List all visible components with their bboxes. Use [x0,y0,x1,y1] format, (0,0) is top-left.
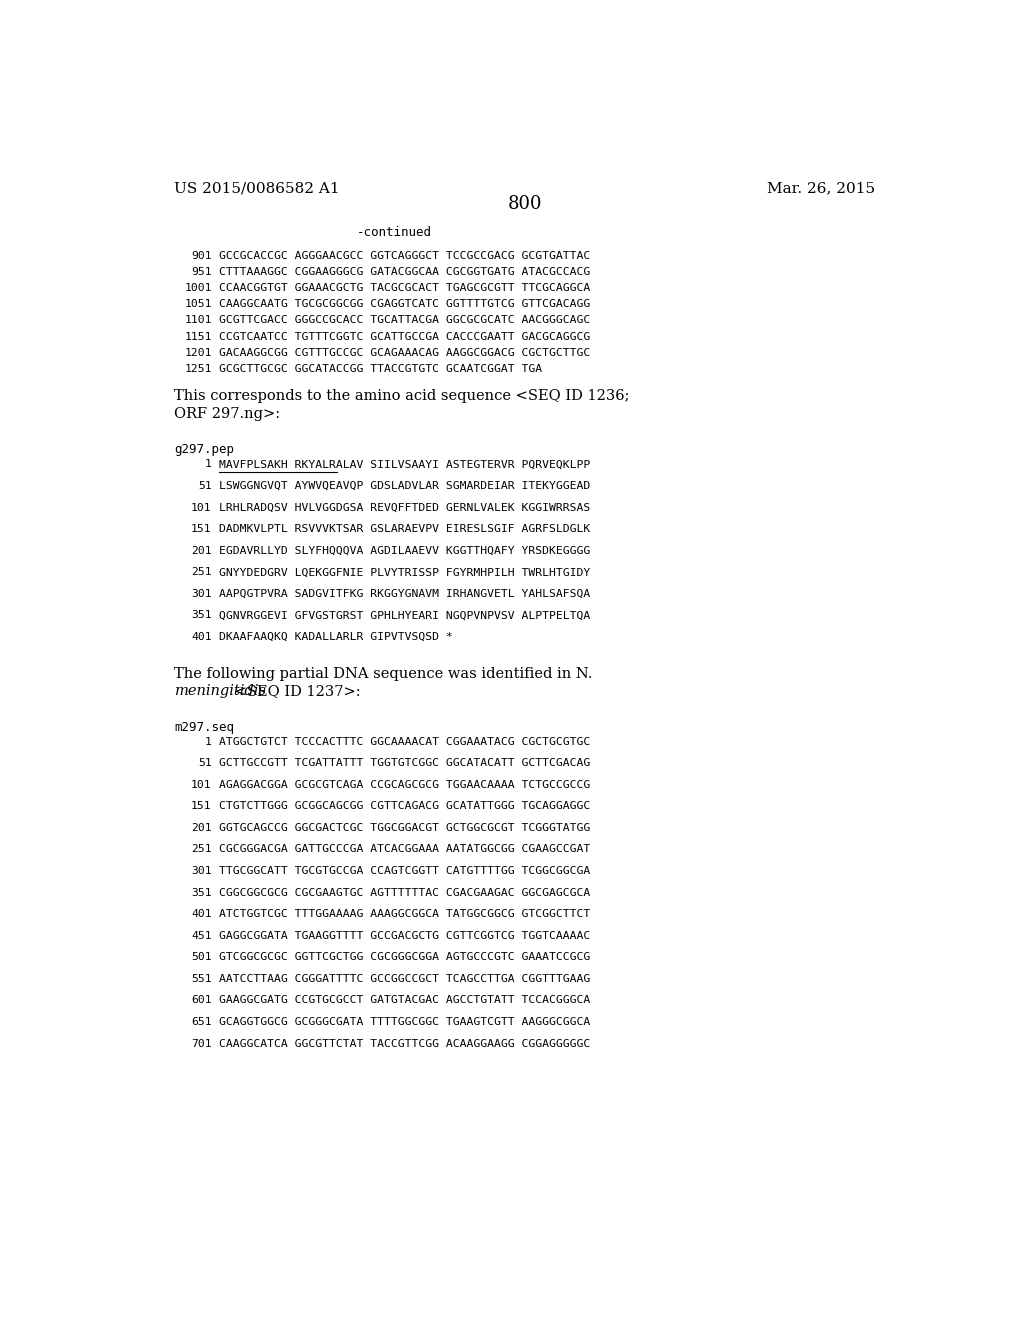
Text: 951: 951 [191,267,212,277]
Text: LRHLRADQSV HVLVGGDGSA REVQFFTDED GERNLVALEK KGGIWRRSAS: LRHLRADQSV HVLVGGDGSA REVQFFTDED GERNLVA… [219,503,591,512]
Text: GTCGGCGCGC GGTTCGCTGG CGCGGGCGGA AGTGCCCGTC GAAATCCGCG: GTCGGCGCGC GGTTCGCTGG CGCGGGCGGA AGTGCCC… [219,952,591,962]
Text: ORF 297.ng>:: ORF 297.ng>: [174,407,281,421]
Text: CAAGGCATCA GGCGTTCTAT TACCGTTCGG ACAAGGAAGG CGGAGGGGGC: CAAGGCATCA GGCGTTCTAT TACCGTTCGG ACAAGGA… [219,1039,591,1048]
Text: -continued: -continued [356,226,432,239]
Text: US 2015/0086582 A1: US 2015/0086582 A1 [174,182,340,195]
Text: ATGGCTGTCT TCCCACTTTC GGCAAAACAT CGGAAATACG CGCTGCGTGC: ATGGCTGTCT TCCCACTTTC GGCAAAACAT CGGAAAT… [219,737,591,747]
Text: AAPQGTPVRA SADGVITFKG RKGGYGNAVM IRHANGVETL YAHLSAFSQA: AAPQGTPVRA SADGVITFKG RKGGYGNAVM IRHANGV… [219,589,591,599]
Text: CGCGGGACGA GATTGCCCGA ATCACGGAAA AATATGGCGG CGAAGCCGAT: CGCGGGACGA GATTGCCCGA ATCACGGAAA AATATGG… [219,845,591,854]
Text: 501: 501 [191,952,212,962]
Text: GGTGCAGCCG GGCGACTCGC TGGCGGACGT GCTGGCGCGT TCGGGTATGG: GGTGCAGCCG GGCGACTCGC TGGCGGACGT GCTGGCG… [219,822,591,833]
Text: GCGTTCGACC GGGCCGCACC TGCATTACGA GGCGCGCATC AACGGGCAGC: GCGTTCGACC GGGCCGCACC TGCATTACGA GGCGCGC… [219,315,591,326]
Text: Mar. 26, 2015: Mar. 26, 2015 [767,182,876,195]
Text: 251: 251 [191,845,212,854]
Text: 201: 201 [191,822,212,833]
Text: 51: 51 [198,758,212,768]
Text: EGDAVRLLYD SLYFHQQQVA AGDILAAEVV KGGTTHQAFY YRSDKEGGGG: EGDAVRLLYD SLYFHQQQVA AGDILAAEVV KGGTTHQ… [219,545,591,556]
Text: LSWGGNGVQT AYWVQEAVQP GDSLADVLAR SGMARDEIAR ITEKYGGEAD: LSWGGNGVQT AYWVQEAVQP GDSLADVLAR SGMARDE… [219,480,591,491]
Text: 201: 201 [191,545,212,556]
Text: DKAAFAAQKQ KADALLARLR GIPVTVSQSD *: DKAAFAAQKQ KADALLARLR GIPVTVSQSD * [219,632,454,642]
Text: m297.seq: m297.seq [174,721,234,734]
Text: GAGGCGGATA TGAAGGTTTT GCCGACGCTG CGTTCGGTCG TGGTCAAAAC: GAGGCGGATA TGAAGGTTTT GCCGACGCTG CGTTCGG… [219,931,591,941]
Text: QGNVRGGEVI GFVGSTGRST GPHLHYEARI NGQPVNPVSV ALPTPELTQA: QGNVRGGEVI GFVGSTGRST GPHLHYEARI NGQPVNP… [219,610,591,620]
Text: 351: 351 [191,610,212,620]
Text: 1001: 1001 [184,284,212,293]
Text: 601: 601 [191,995,212,1006]
Text: 301: 301 [191,866,212,876]
Text: 551: 551 [191,974,212,983]
Text: 701: 701 [191,1039,212,1048]
Text: GNYYDEDGRV LQEKGGFNIE PLVYTRISSP FGYRMHPILH TWRLHTGIDY: GNYYDEDGRV LQEKGGFNIE PLVYTRISSP FGYRMHP… [219,568,591,577]
Text: 401: 401 [191,909,212,919]
Text: 101: 101 [191,780,212,789]
Text: DADMKVLPTL RSVVVKTSAR GSLARAEVPV EIRESLSGIF AGRFSLDGLK: DADMKVLPTL RSVVVKTSAR GSLARAEVPV EIRESLS… [219,524,591,535]
Text: AATCCTTAAG CGGGATTTTC GCCGGCCGCT TCAGCCTTGA CGGTTTGAAG: AATCCTTAAG CGGGATTTTC GCCGGCCGCT TCAGCCT… [219,974,591,983]
Text: 1151: 1151 [184,331,212,342]
Text: CGGCGGCGCG CGCGAAGTGC AGTTTTTTAC CGACGAAGAC GGCGAGCGCA: CGGCGGCGCG CGCGAAGTGC AGTTTTTTAC CGACGAA… [219,887,591,898]
Text: 451: 451 [191,931,212,941]
Text: 800: 800 [508,195,542,214]
Text: ATCTGGTCGC TTTGGAAAAG AAAGGCGGCA TATGGCGGCG GTCGGCTTCT: ATCTGGTCGC TTTGGAAAAG AAAGGCGGCA TATGGCG… [219,909,591,919]
Text: CCAACGGTGT GGAAACGCTG TACGCGCACT TGAGCGCGTT TTCGCAGGCA: CCAACGGTGT GGAAACGCTG TACGCGCACT TGAGCGC… [219,284,591,293]
Text: TTGCGGCATT TGCGTGCCGA CCAGTCGGTT CATGTTTTGG TCGGCGGCGA: TTGCGGCATT TGCGTGCCGA CCAGTCGGTT CATGTTT… [219,866,591,876]
Text: 51: 51 [198,480,212,491]
Text: <SEQ ID 1237>:: <SEQ ID 1237>: [230,684,360,698]
Text: 351: 351 [191,887,212,898]
Text: 1: 1 [205,459,212,470]
Text: 1251: 1251 [184,364,212,374]
Text: AGAGGACGGA GCGCGTCAGA CCGCAGCGCG TGGAACAAAA TCTGCCGCCG: AGAGGACGGA GCGCGTCAGA CCGCAGCGCG TGGAACA… [219,780,591,789]
Text: 401: 401 [191,632,212,642]
Text: GAAGGCGATG CCGTGCGCCT GATGTACGAC AGCCTGTATT TCCACGGGCA: GAAGGCGATG CCGTGCGCCT GATGTACGAC AGCCTGT… [219,995,591,1006]
Text: 1: 1 [205,737,212,747]
Text: 151: 151 [191,801,212,812]
Text: g297.pep: g297.pep [174,444,234,457]
Text: CAAGGCAATG TGCGCGGCGG CGAGGTCATC GGTTTTGTCG GTTCGACAGG: CAAGGCAATG TGCGCGGCGG CGAGGTCATC GGTTTTG… [219,300,591,309]
Text: 151: 151 [191,524,212,535]
Text: CCGTCAATCC TGTTTCGGTC GCATTGCCGA CACCCGAATT GACGCAGGCG: CCGTCAATCC TGTTTCGGTC GCATTGCCGA CACCCGA… [219,331,591,342]
Text: This corresponds to the amino acid sequence <SEQ ID 1236;: This corresponds to the amino acid seque… [174,389,630,404]
Text: 301: 301 [191,589,212,599]
Text: GCTTGCCGTT TCGATTATTT TGGTGTCGGC GGCATACATT GCTTCGACAG: GCTTGCCGTT TCGATTATTT TGGTGTCGGC GGCATAC… [219,758,591,768]
Text: GCAGGTGGCG GCGGGCGATA TTTTGGCGGC TGAAGTCGTT AAGGGCGGCA: GCAGGTGGCG GCGGGCGATA TTTTGGCGGC TGAAGTC… [219,1016,591,1027]
Text: meningitidis: meningitidis [174,684,266,698]
Text: 1201: 1201 [184,348,212,358]
Text: 1101: 1101 [184,315,212,326]
Text: MAVFPLSAKH RKYALRALAV SIILVSAAYI ASTEGTERVR PQRVEQKLPP: MAVFPLSAKH RKYALRALAV SIILVSAAYI ASTEGTE… [219,459,591,470]
Text: GCCGCACCGC AGGGAACGCC GGTCAGGGCT TCCGCCGACG GCGTGATTAC: GCCGCACCGC AGGGAACGCC GGTCAGGGCT TCCGCCG… [219,251,591,261]
Text: 101: 101 [191,503,212,512]
Text: 901: 901 [191,251,212,261]
Text: 1051: 1051 [184,300,212,309]
Text: The following partial DNA sequence was identified in N.: The following partial DNA sequence was i… [174,667,593,681]
Text: GACAAGGCGG CGTTTGCCGC GCAGAAACAG AAGGCGGACG CGCTGCTTGC: GACAAGGCGG CGTTTGCCGC GCAGAAACAG AAGGCGG… [219,348,591,358]
Text: CTTTAAAGGC CGGAAGGGCG GATACGGCAA CGCGGTGATG ATACGCCACG: CTTTAAAGGC CGGAAGGGCG GATACGGCAA CGCGGTG… [219,267,591,277]
Text: 651: 651 [191,1016,212,1027]
Text: GCGCTTGCGC GGCATACCGG TTACCGTGTC GCAATCGGAT TGA: GCGCTTGCGC GGCATACCGG TTACCGTGTC GCAATCG… [219,364,543,374]
Text: CTGTCTTGGG GCGGCAGCGG CGTTCAGACG GCATATTGGG TGCAGGAGGC: CTGTCTTGGG GCGGCAGCGG CGTTCAGACG GCATATT… [219,801,591,812]
Text: 251: 251 [191,568,212,577]
